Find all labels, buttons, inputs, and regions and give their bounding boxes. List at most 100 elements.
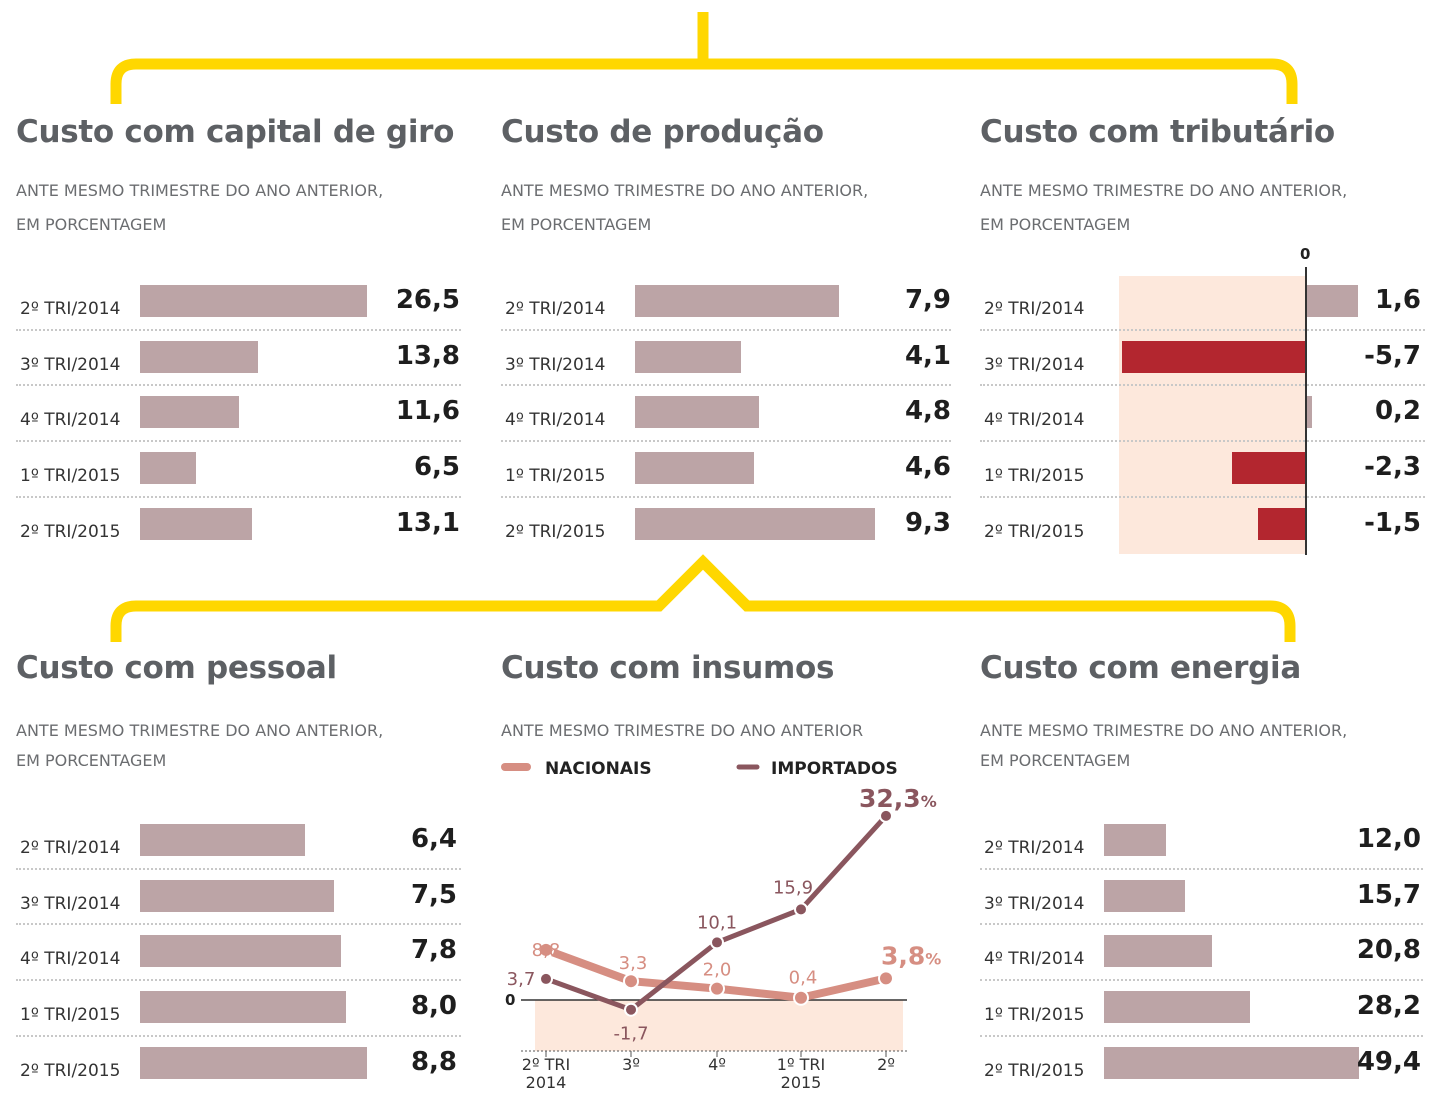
- panel-subtitle-line2: EM PORCENTAGEM: [980, 215, 1131, 234]
- row-separator: [980, 440, 1425, 443]
- bar-row: 4º TRI/2014 11,6: [16, 396, 461, 452]
- panel-insumos: Custo com insumos ANTE MESMO TRIMESTRE D…: [501, 650, 956, 1100]
- bar-row: 2º TRI/2014 26,5: [16, 285, 461, 341]
- bar: [140, 935, 342, 968]
- legend-label-nacionais: NACIONAIS: [545, 759, 652, 779]
- panel-tributario: Custo com tributário ANTE MESMO TRIMESTR…: [980, 114, 1425, 555]
- bar-row: 2º TRI/2014 1,6: [980, 285, 1425, 341]
- bar-row: 3º TRI/2014 15,7: [980, 879, 1423, 936]
- data-point-nacionais: [623, 973, 639, 990]
- row-separator: [980, 328, 1425, 331]
- data-label-nacionais: 8,8: [532, 940, 561, 961]
- bar: [1104, 1046, 1360, 1079]
- category-label: 2º TRI/2015: [984, 521, 1085, 542]
- category-label: 4º TRI/2014: [20, 949, 121, 970]
- row-separator: [16, 384, 461, 387]
- bar: [140, 285, 368, 317]
- data-label-importados: 15,9: [773, 877, 813, 898]
- panel-title: Custo com insumos: [501, 650, 835, 686]
- row-separator: [980, 495, 1425, 498]
- category-label: 1º TRI/2015: [984, 1005, 1085, 1026]
- value-label: 20,8: [1356, 935, 1421, 966]
- value-label: 7,9: [904, 285, 951, 315]
- value-label: 0,2: [1374, 396, 1421, 427]
- bar-row: 4º TRI/2014 7,8: [16, 935, 461, 991]
- category-label: 4º TRI/2014: [984, 949, 1085, 970]
- bar-row: 1º TRI/2015 -2,3: [980, 452, 1425, 508]
- panel-producao: Custo de produção ANTE MESMO TRIMESTRE D…: [501, 114, 956, 554]
- data-point-importados: [794, 902, 808, 917]
- panel-subtitle-line1: ANTE MESMO TRIMESTRE DO ANO ANTERIOR,: [980, 181, 1348, 200]
- data-label-nacionais: 3,8%: [881, 941, 941, 970]
- row-separator: [16, 328, 461, 331]
- data-point-importados: [710, 935, 724, 950]
- bar: [1104, 824, 1167, 856]
- bar: [140, 879, 334, 912]
- bar-negative: [1257, 507, 1306, 540]
- value-label: 28,2: [1356, 991, 1421, 1022]
- panel-subtitle-line1: ANTE MESMO TRIMESTRE DO ANO ANTERIOR,: [16, 721, 384, 740]
- row-separator: [16, 440, 461, 443]
- category-label: 2º TRI/2014: [20, 838, 121, 858]
- row-separator: [16, 923, 461, 926]
- value-label: 4,1: [904, 340, 951, 371]
- value-label: -5,7: [1364, 340, 1421, 371]
- x-tick-label: 2º: [877, 1055, 895, 1074]
- panel-title: Custo com pessoal: [16, 650, 337, 686]
- bar-row: 1º TRI/2015 28,2: [980, 991, 1423, 1047]
- row-separator: [980, 384, 1425, 387]
- bar-row: 1º TRI/2015 4,6: [501, 452, 951, 508]
- panel-subtitle-line2: EM PORCENTAGEM: [16, 751, 167, 770]
- category-label: 2º TRI/2015: [20, 1060, 121, 1081]
- category-label: 1º TRI/2015: [984, 466, 1085, 487]
- row-separator: [980, 1034, 1423, 1037]
- data-point-nacionais: [878, 970, 894, 987]
- row-separator: [501, 328, 951, 331]
- category-label: 3º TRI/2014: [20, 354, 121, 375]
- insumos-line-chart: 0 2º TRI 2014 3º 4º 1º TRI 2015 2º NACIONAIS IMPO…: [501, 759, 941, 1092]
- bar-row: 2º TRI/2015 9,3: [501, 507, 951, 564]
- panel-title: Custo com capital de giro: [16, 114, 455, 150]
- row-separator: [16, 495, 461, 498]
- data-label-nacionais: 0,4: [789, 968, 818, 989]
- row-separator: [16, 979, 461, 982]
- data-point-importados: [539, 971, 553, 986]
- category-label: 3º TRI/2014: [505, 354, 606, 375]
- bar: [1104, 991, 1250, 1024]
- data-label-importados: -1,7: [613, 1024, 648, 1045]
- bar: [140, 991, 347, 1024]
- category-label: 2º TRI/2014: [984, 299, 1085, 319]
- bar: [140, 507, 253, 540]
- panel-energia: Custo com energia ANTE MESMO TRIMESTRE D…: [980, 650, 1425, 1090]
- zero-axis-line: [1305, 267, 1307, 555]
- category-label: 3º TRI/2014: [984, 893, 1085, 914]
- bar: [140, 396, 240, 429]
- value-label: 12,0: [1356, 824, 1421, 854]
- value-label: 8,0: [410, 991, 457, 1022]
- x-tick-label: 4º: [708, 1055, 726, 1074]
- data-point-importados: [879, 808, 893, 823]
- bar: [635, 340, 741, 373]
- bar: [140, 824, 306, 856]
- value-label: 4,8: [904, 396, 951, 427]
- x-tick-label: 1º TRI 2015: [777, 1055, 825, 1092]
- category-label: 1º TRI/2015: [505, 466, 606, 487]
- category-label: 2º TRI/2014: [20, 299, 121, 319]
- bar-row: 3º TRI/2014 4,1: [501, 340, 951, 397]
- value-label: 6,5: [413, 452, 460, 483]
- bar-row: 2º TRI/2015 8,8: [16, 1046, 461, 1103]
- row-separator: [501, 384, 951, 387]
- value-label: 15,7: [1356, 879, 1421, 910]
- top-bracket: [110, 12, 1298, 104]
- bar: [140, 340, 259, 373]
- bar-row: 2º TRI/2015 49,4: [980, 1046, 1423, 1103]
- category-label: 4º TRI/2014: [505, 410, 606, 431]
- category-label: 1º TRI/2015: [20, 1005, 121, 1026]
- category-label: 2º TRI/2014: [505, 299, 606, 319]
- panel-subtitle-line1: ANTE MESMO TRIMESTRE DO ANO ANTERIOR,: [501, 181, 869, 200]
- bar: [635, 452, 754, 485]
- negative-zone: [1119, 276, 1306, 554]
- value-label: 4,6: [904, 452, 951, 483]
- panel-title: Custo com energia: [980, 650, 1301, 686]
